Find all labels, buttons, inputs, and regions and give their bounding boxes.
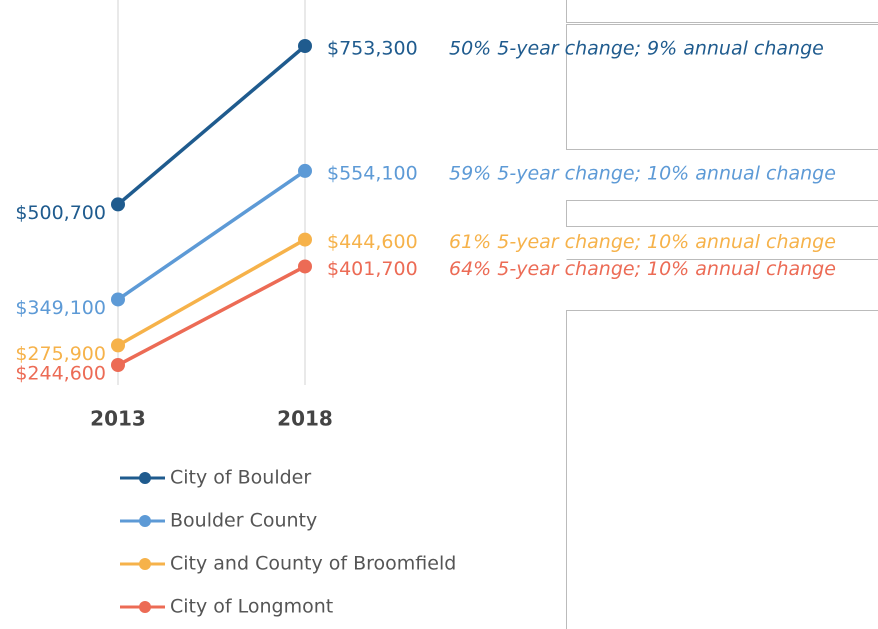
legend-dot: [139, 515, 151, 527]
point: [298, 163, 312, 178]
legend-label: City of Boulder: [170, 467, 311, 489]
value-label: $275,900: [15, 343, 106, 365]
value-label: $444,600: [327, 231, 418, 253]
point: [298, 232, 312, 247]
value-label: $500,700: [15, 202, 106, 224]
x-tick-label: 2018: [277, 407, 333, 431]
box: [566, 24, 878, 150]
legend-dot: [139, 558, 151, 570]
legend-label: City and County of Broomfield: [170, 553, 456, 575]
box: [566, 200, 878, 227]
annotation: 50% 5-year change; 9% annual change: [449, 38, 824, 60]
box-edge: [566, 0, 878, 23]
point: [111, 358, 125, 372]
series-line: [117, 238, 306, 347]
annotation: 64% 5-year change; 10% annual change: [449, 258, 836, 280]
point: [111, 292, 125, 307]
point: [111, 197, 125, 212]
x-tick-label: 2013: [90, 407, 146, 431]
legend-dot: [139, 601, 151, 613]
value-label: $401,700: [327, 258, 418, 280]
series-line: [117, 169, 306, 301]
legend-label: Boulder County: [170, 510, 317, 532]
value-label: $753,300: [327, 38, 418, 60]
box: [566, 310, 878, 629]
point: [111, 338, 125, 353]
side-boxes: [566, 0, 878, 629]
point: [298, 39, 312, 53]
legend-dot: [139, 472, 151, 484]
series-line: [117, 264, 306, 367]
value-label: $349,100: [15, 297, 106, 319]
series-line: [116, 44, 307, 206]
value-label: $554,100: [327, 162, 418, 184]
point: [298, 259, 312, 274]
annotation: 59% 5-year change; 10% annual change: [449, 162, 836, 184]
legend-label: City of Longmont: [170, 596, 333, 618]
annotation: 61% 5-year change; 10% annual change: [449, 231, 836, 253]
value-label: $244,600: [15, 363, 106, 385]
